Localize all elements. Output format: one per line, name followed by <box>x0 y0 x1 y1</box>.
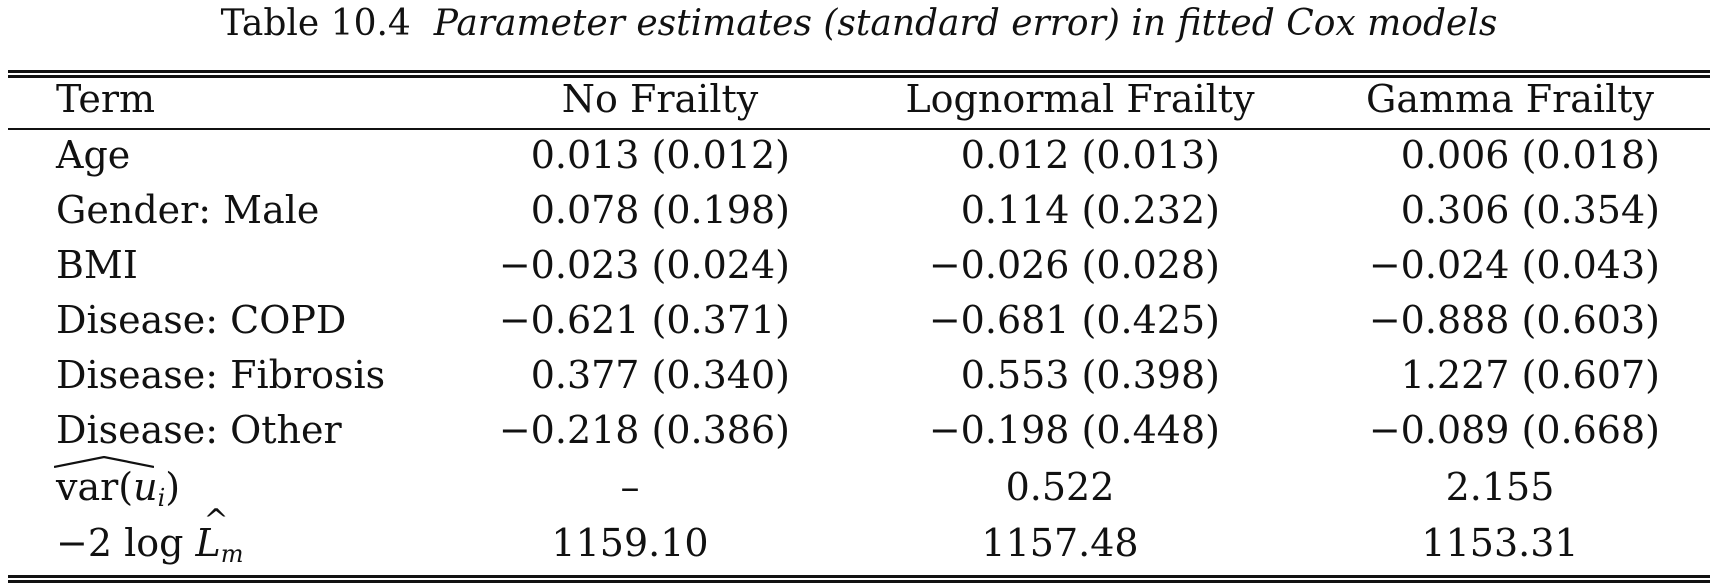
cell-lognormal: 0.012 (0.013) <box>960 133 1220 177</box>
cell-gamma: 1153.31 <box>1421 521 1579 565</box>
hat-icon: ^ <box>203 503 229 538</box>
cell-lognormal: 1157.48 <box>981 521 1139 565</box>
row-term: Age <box>56 133 131 177</box>
var-term: var (ui) <box>56 462 180 512</box>
cell-lognormal: −0.198 (0.448) <box>928 408 1220 452</box>
bottom-rule-2 <box>8 580 1710 583</box>
cell-no-frailty: 0.377 (0.340) <box>530 353 790 397</box>
header-term: Term <box>56 77 156 121</box>
header-rule <box>8 128 1710 130</box>
table-caption: Table 10.4 Parameter estimates (standard… <box>0 2 1718 46</box>
cell-no-frailty: −0.023 (0.024) <box>498 243 790 287</box>
loglik-term: −2 log ^ Lm <box>56 503 244 568</box>
cell-no-frailty: 0.078 (0.198) <box>530 188 790 232</box>
cell-lognormal: 0.114 (0.232) <box>960 188 1220 232</box>
cell-no-frailty: – <box>620 465 640 509</box>
cell-lognormal: −0.681 (0.425) <box>928 298 1220 342</box>
cell-gamma: −0.888 (0.603) <box>1368 298 1660 342</box>
header-no-frailty: No Frailty <box>561 77 759 121</box>
row-term: Disease: Other <box>56 408 342 452</box>
cell-lognormal: −0.026 (0.028) <box>928 243 1220 287</box>
wide-hat-icon <box>54 456 154 468</box>
cell-gamma: 1.227 (0.607) <box>1400 353 1660 397</box>
cell-gamma: 0.306 (0.354) <box>1400 188 1660 232</box>
row-term: Disease: COPD <box>56 298 347 342</box>
loglik-L-hat: ^ L <box>195 503 229 568</box>
row-term: BMI <box>56 243 138 287</box>
top-rule-2 <box>8 75 1710 78</box>
var-paren-open: ( <box>118 465 134 509</box>
cell-no-frailty: −0.621 (0.371) <box>498 298 790 342</box>
cell-no-frailty: 1159.10 <box>551 521 709 565</box>
cell-no-frailty: −0.218 (0.386) <box>498 408 790 452</box>
table-title: Parameter estimates (standard error) in … <box>433 3 1498 44</box>
loglik-prefix: −2 log <box>56 521 196 565</box>
var-hat-group: var <box>56 462 118 512</box>
var-paren-close: ) <box>165 465 181 509</box>
cell-lognormal: 0.522 <box>1005 465 1115 509</box>
header-lognormal-frailty: Lognormal Frailty <box>905 77 1255 121</box>
cell-gamma: −0.089 (0.668) <box>1368 408 1660 452</box>
var-sub-i: i <box>157 484 166 512</box>
loglik-L: L <box>195 521 221 565</box>
cell-gamma: 2.155 <box>1445 465 1555 509</box>
var-word: var <box>56 465 119 509</box>
var-u: u <box>133 465 158 509</box>
cell-lognormal: 0.553 (0.398) <box>960 353 1220 397</box>
table-label: Table 10.4 <box>220 3 411 44</box>
header-gamma-frailty: Gamma Frailty <box>1365 77 1655 121</box>
row-term: Gender: Male <box>56 188 320 232</box>
cell-no-frailty: 0.013 (0.012) <box>530 133 790 177</box>
cell-gamma: 0.006 (0.018) <box>1400 133 1660 177</box>
cell-gamma: −0.024 (0.043) <box>1368 243 1660 287</box>
loglik-sub-m: m <box>220 540 244 568</box>
row-term: Disease: Fibrosis <box>56 353 386 397</box>
bottom-rule-1 <box>8 575 1710 578</box>
top-rule-1 <box>8 70 1710 73</box>
